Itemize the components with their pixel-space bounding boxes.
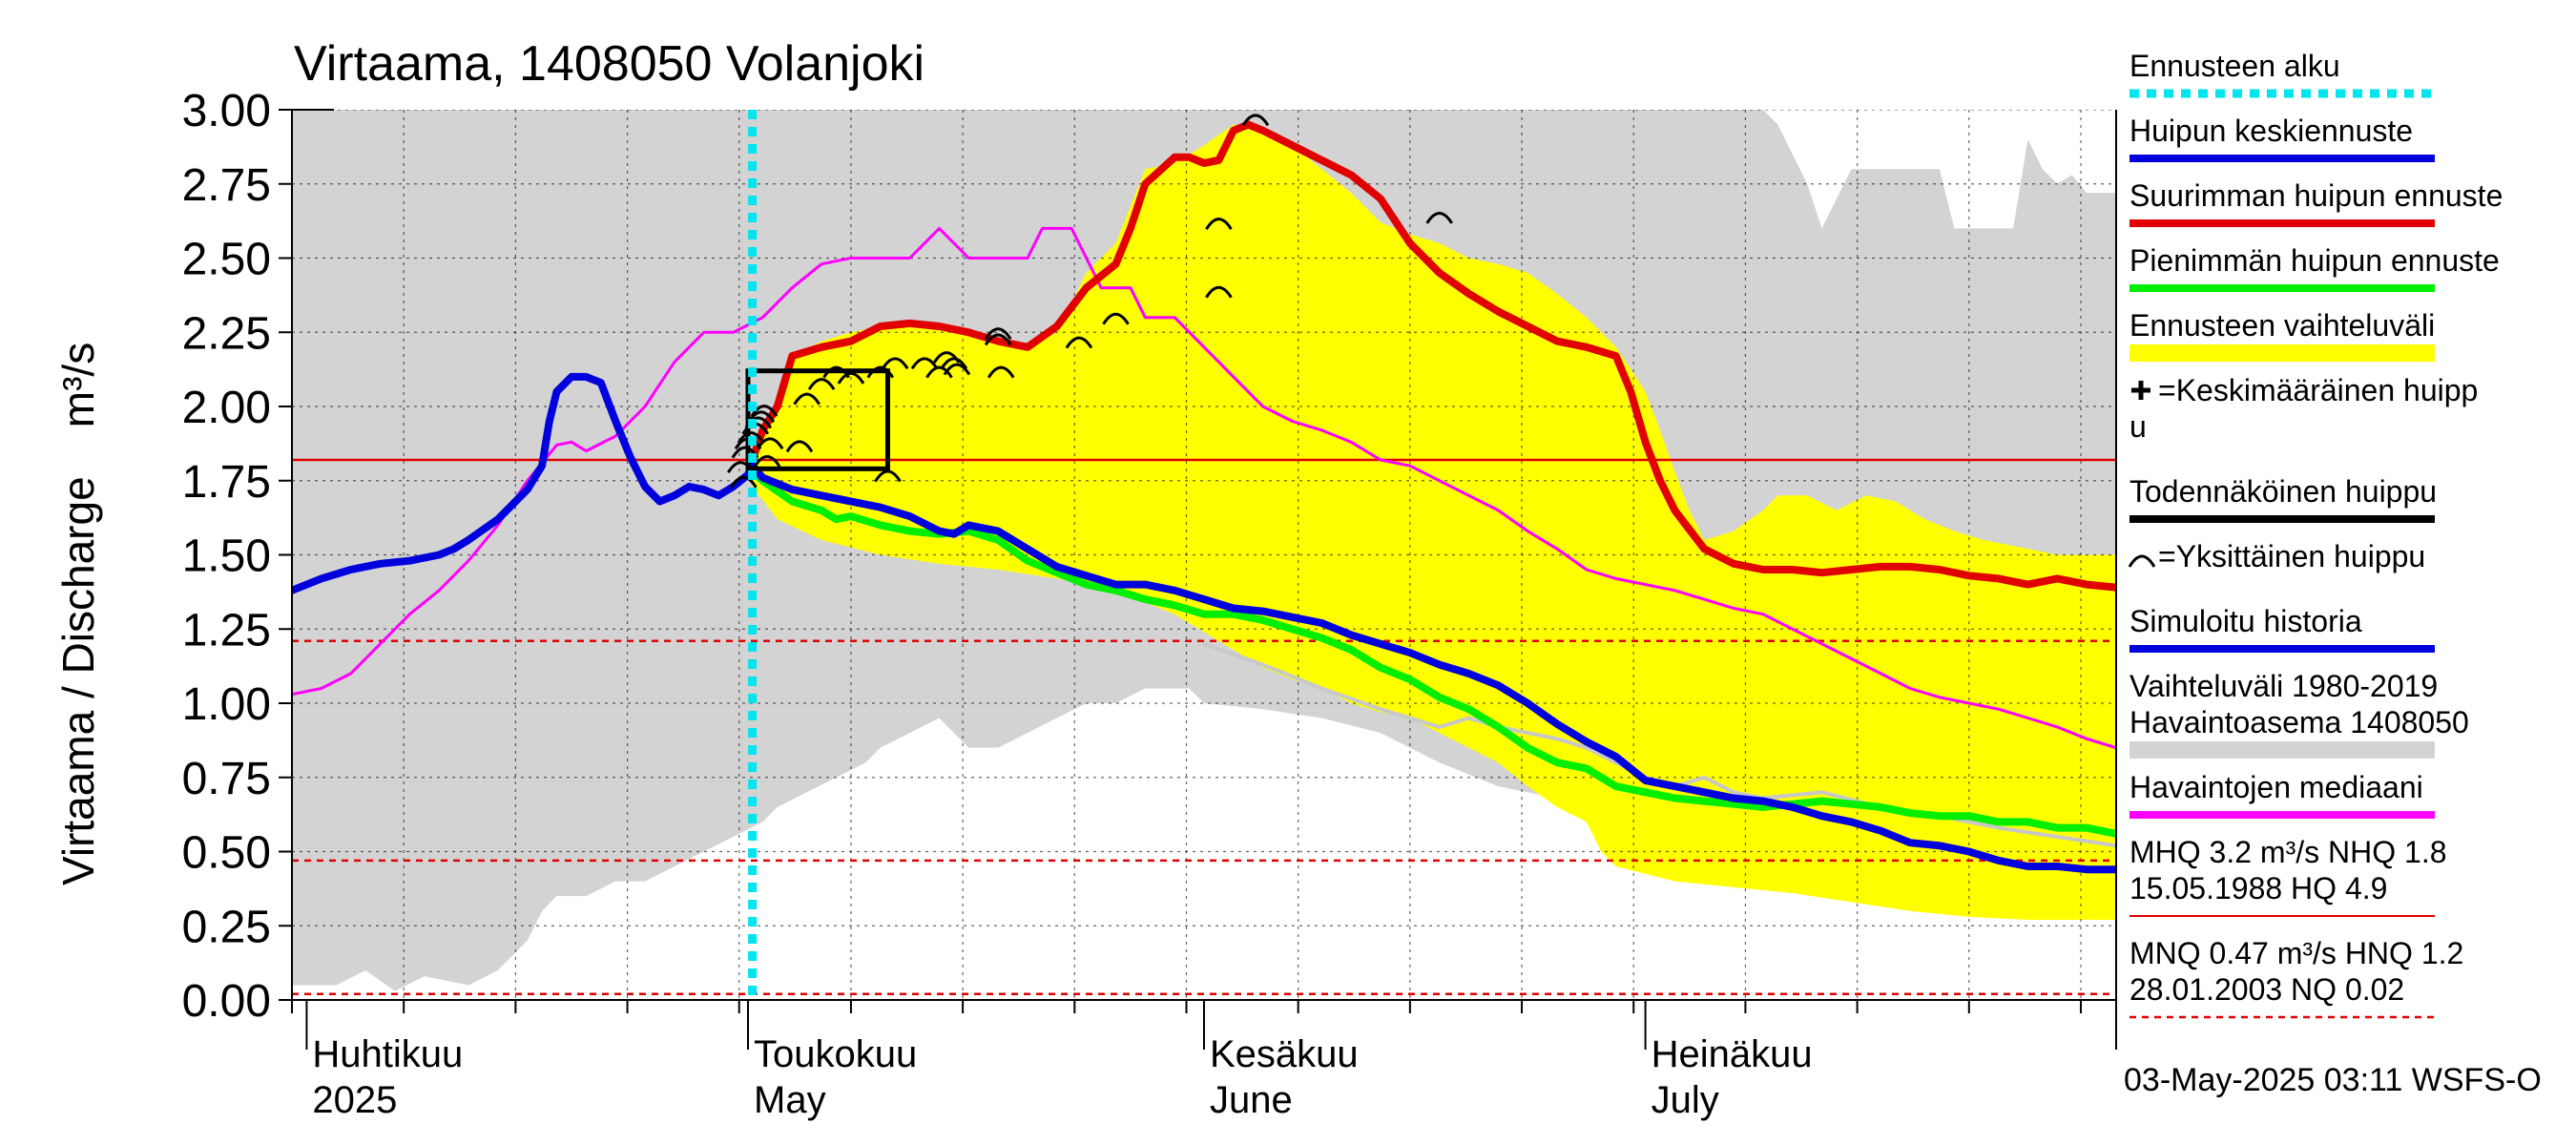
- plot-area: [292, 110, 2116, 1000]
- y-tick-label: 1.25: [182, 605, 271, 656]
- legend-label: =Keskimääräinen huipp: [2158, 373, 2478, 407]
- individual-peak-mark: [1065, 336, 1093, 349]
- individual-peak-mark: [1102, 312, 1130, 325]
- individual-peak-mark: [756, 437, 784, 450]
- y-tick-label: 3.00: [182, 86, 271, 136]
- legend-item-5: =Keskimääräinen huipp u: [2129, 373, 2478, 444]
- chart-title: Virtaama, 1408050 Volanjoki: [294, 36, 924, 92]
- x-month-sublabel: July: [1652, 1079, 1719, 1121]
- individual-peak-mark: [984, 327, 1012, 341]
- individual-peak-mark: [807, 378, 836, 390]
- legend-item-6: Todennäköinen huippu: [2129, 474, 2437, 523]
- individual-peak-mark: [727, 461, 755, 474]
- legend-plus-mark: [2131, 381, 2150, 400]
- individual-peak-mark: [785, 440, 814, 453]
- legend-label: Vaihteluväli 1980-2019: [2129, 669, 2438, 703]
- individual-peak-mark: [1425, 211, 1453, 224]
- legend-label: Ennusteen vaihteluväli: [2129, 308, 2435, 343]
- legend-item-12: MNQ 0.47 m³/s HNQ 1.228.01.2003 NQ 0.02: [2129, 936, 2463, 1019]
- legend-label: Huipun keskiennuste: [2129, 114, 2413, 148]
- legend-arc-mark: [2128, 554, 2156, 568]
- y-tick-label: 1.50: [182, 531, 271, 582]
- individual-peak-mark: [837, 371, 865, 385]
- individual-peak-mark: [866, 365, 895, 379]
- legend-item-7: =Yksittäinen huippu: [2128, 539, 2425, 573]
- legend-label: MHQ 3.2 m³/s NHQ 1.8: [2129, 835, 2447, 869]
- legend-swatch: [2129, 344, 2435, 362]
- legend-label: Pienimmän huipun ennuste: [2129, 243, 2500, 278]
- probable-peak-box: [745, 368, 890, 471]
- individual-peak-mark: [925, 365, 953, 379]
- legend-item-1: Huipun keskiennuste: [2129, 114, 2435, 162]
- y-tick-label: 1.75: [182, 457, 271, 508]
- individual-peak-mark: [943, 363, 971, 376]
- individual-peak-mark: [940, 357, 968, 370]
- individual-peak-mark: [753, 455, 781, 468]
- individual-peak-mark: [730, 475, 758, 489]
- legend-item-11: MHQ 3.2 m³/s NHQ 1.815.05.1988 HQ 4.9: [2129, 835, 2447, 917]
- legend-label: Havaintojen mediaani: [2129, 770, 2423, 804]
- y-tick-label: 0.25: [182, 902, 271, 952]
- y-tick-label: 0.75: [182, 754, 271, 804]
- series-line-2: [748, 120, 2116, 592]
- y-tick-label: 2.00: [182, 383, 271, 433]
- legend-item-0: Ennusteen alku: [2129, 49, 2435, 98]
- legend-item-4: Ennusteen vaihteluväli: [2129, 308, 2435, 362]
- individual-peak-mark: [1205, 218, 1233, 231]
- legend-item-3: Pienimmän huipun ennuste: [2129, 243, 2500, 292]
- legend-swatch: [2129, 741, 2435, 759]
- x-month-label: Huhtikuu: [312, 1033, 463, 1075]
- legend-label: Todennäköinen huippu: [2129, 474, 2437, 509]
- legend-label: =Yksittäinen huippu: [2158, 539, 2425, 573]
- legend-item-8: Simuloitu historia: [2129, 604, 2435, 653]
- legend-label-2: 28.01.2003 NQ 0.02: [2129, 972, 2404, 1007]
- individual-peak-mark: [984, 333, 1012, 346]
- legend-item-2: Suurimman huipun ennuste: [2129, 178, 2503, 227]
- y-tick-label: 2.75: [182, 160, 271, 211]
- y-tick-label: 0.00: [182, 976, 271, 1027]
- axes: 0.00 0.25 0.50 0.75 1.00 1.25 1.50 1.75 2.00 2.25…: [182, 86, 2117, 1121]
- legend-label-2: 15.05.1988 HQ 4.9: [2129, 871, 2387, 906]
- individual-peak-mark: [874, 469, 902, 483]
- x-month-label: Kesäkuu: [1210, 1033, 1359, 1075]
- individual-peak-mark: [881, 357, 909, 370]
- band-1: [752, 124, 2116, 921]
- x-month-sublabel: 2025: [312, 1079, 397, 1121]
- timestamp-footer: 03-May-2025 03:11 WSFS-O: [2124, 1062, 2542, 1098]
- individual-peak-mark: [910, 357, 939, 370]
- legend-label: Suurimman huipun ennuste: [2129, 178, 2503, 213]
- individual-peak-mark: [793, 392, 821, 406]
- legend: Ennusteen alku Huipun keskiennuste Suurimm…: [2128, 49, 2503, 1019]
- individual-peak-mark: [744, 416, 773, 429]
- legend-label: Simuloitu historia: [2129, 604, 2362, 638]
- y-tick-label: 2.50: [182, 235, 271, 285]
- x-month-sublabel: June: [1210, 1079, 1293, 1121]
- legend-label-2: u: [2129, 409, 2147, 444]
- legend-label: MNQ 0.47 m³/s HNQ 1.2: [2129, 936, 2463, 970]
- x-month-label: Heinäkuu: [1652, 1033, 1813, 1075]
- series-line-0: [292, 226, 2116, 750]
- x-month-label: Toukokuu: [754, 1033, 917, 1075]
- individual-peak-mark: [987, 365, 1015, 379]
- y-tick-label: 1.00: [182, 679, 271, 730]
- individual-peak-mark: [1205, 285, 1233, 299]
- series-line-5: [292, 372, 757, 594]
- y-tick-label: 2.25: [182, 308, 271, 359]
- legend-label: Ennusteen alku: [2129, 49, 2340, 83]
- series-line-4: [748, 462, 2116, 874]
- legend-item-9: Vaihteluväli 1980-2019 Havaintoasema 140…: [2129, 669, 2469, 759]
- y-axis-label: Virtaama / Discharge m³/s: [53, 343, 103, 885]
- legend-item-10: Havaintojen mediaani: [2129, 770, 2435, 819]
- individual-peak-mark: [750, 405, 779, 417]
- individual-peak-mark: [737, 431, 765, 444]
- individual-peak-mark: [1241, 114, 1270, 127]
- legend-label-2: Havaintoasema 1408050: [2129, 705, 2469, 739]
- plot-clip-group: [292, 110, 2116, 1000]
- y-tick-label: 0.50: [182, 828, 271, 879]
- x-month-sublabel: May: [754, 1079, 826, 1121]
